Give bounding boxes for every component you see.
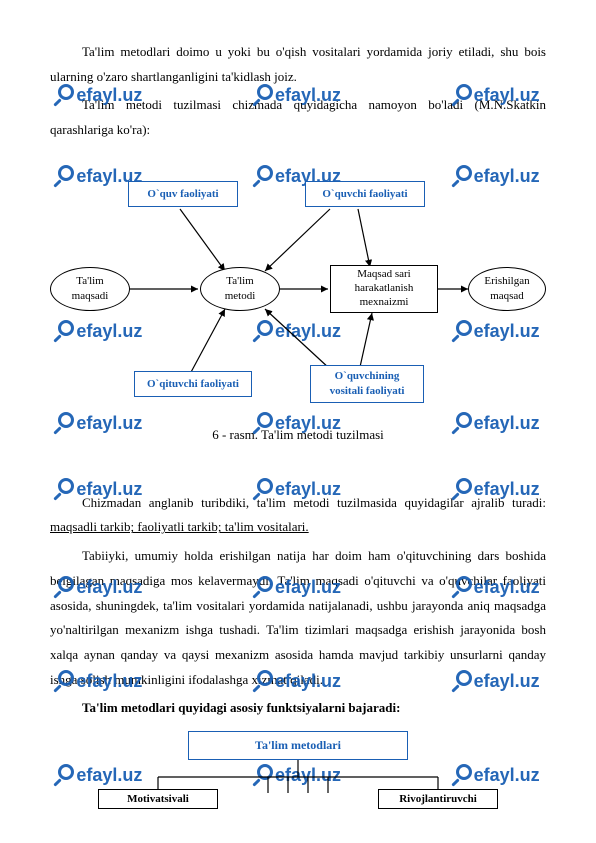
node-oquvchining: O`quvchining vositali faoliyati [310, 365, 424, 403]
d2-right: Rivojlantiruvchi [378, 789, 498, 809]
node-talim-maqsadi: Ta'lim maqsadi [50, 267, 130, 311]
magnifier-icon [56, 764, 78, 786]
paragraph-1: Ta'lim metodlari doimo u yoki bu o'qish … [50, 40, 546, 89]
node-label: O`quvchi faoliyati [322, 188, 407, 200]
node-talim-metodi: Ta'lim metodi [200, 267, 280, 311]
node-label: mexnaizmi [360, 296, 409, 310]
diagram-2: Ta'lim metodlari Motivatsivali Rivojlant… [88, 731, 508, 801]
node-label: Maqsad sari [357, 268, 410, 282]
node-oquv-faoliyati: O`quv faoliyati [128, 181, 238, 207]
node-oqituvchi: O`qituvchi faoliyati [134, 371, 252, 397]
node-label: Ta'lim [76, 274, 103, 288]
paragraph-2: Ta'lim metodi tuzilmasi chizmada quyidag… [50, 93, 546, 142]
paragraph-3: Chizmadan anglanib turibdiki, ta'lim met… [50, 491, 546, 540]
node-erishilgan: Erishilgan maqsad [468, 267, 546, 311]
text-underline: maqsadli tarkib; faoliyatli tarkib; ta'l… [50, 519, 309, 534]
node-label: Erishilgan [484, 274, 529, 288]
d2-left: Motivatsivali [98, 789, 218, 809]
node-label: maqsadi [72, 289, 109, 303]
paragraph-4: Tabiiyki, umumiy holda erishilgan natija… [50, 544, 546, 692]
node-label: O`quv faoliyati [147, 188, 218, 200]
node-label: harakatlanish [355, 282, 414, 296]
figure-caption: 6 - rasm. Ta'lim metodi tuzilmasi [50, 427, 546, 443]
node-label: O`qituvchi faoliyati [147, 378, 239, 390]
text: Chizmadan anglanib turibdiki, ta'lim met… [82, 495, 546, 510]
d2-top: Ta'lim metodlari [188, 731, 408, 760]
node-oquvchi-faoliyati: O`quvchi faoliyati [305, 181, 425, 207]
node-label: maqsad [490, 289, 524, 303]
node-label: Ta'lim [226, 274, 253, 288]
diagram-1: O`quv faoliyati O`quvchi faoliyati Ta'li… [50, 179, 546, 419]
node-label: vositali faoliyati [330, 384, 405, 398]
node-label: metodi [225, 289, 256, 303]
node-label: O`quvchining [335, 369, 400, 383]
paragraph-5: Ta'lim metodlari quyidagi asosiy funktsi… [50, 696, 546, 721]
node-maqsad-sari: Maqsad sari harakatlanish mexnaizmi [330, 265, 438, 313]
